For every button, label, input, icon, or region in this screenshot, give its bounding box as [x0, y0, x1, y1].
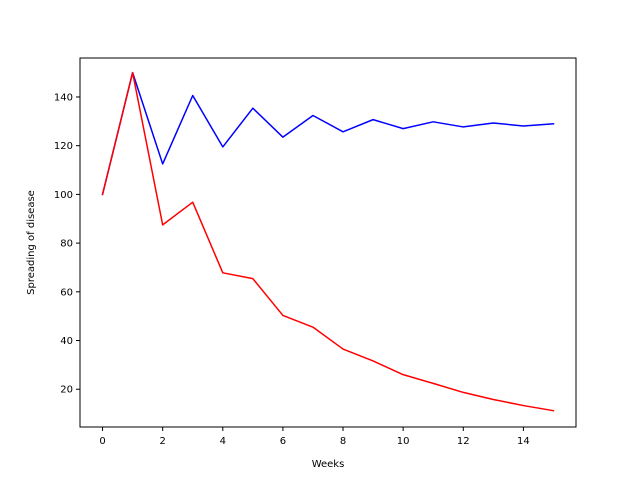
- x-tick-label: 0: [99, 436, 105, 447]
- x-tick-label: 8: [340, 436, 346, 447]
- plot-area: [80, 58, 576, 427]
- axes-layer: 0 2 4 6 8 10 12 14 20 40 60 80 100 120 140: [54, 92, 530, 447]
- y-tick-label: 40: [60, 336, 73, 347]
- x-tick-label: 4: [220, 436, 226, 447]
- series-layer: [101, 71, 555, 412]
- x-tick-label: 12: [457, 436, 470, 447]
- x-axis-label: Weeks: [312, 459, 345, 470]
- x-tick-label: 10: [397, 436, 410, 447]
- y-tick-label: 140: [54, 92, 73, 103]
- x-tick-label: 2: [159, 436, 165, 447]
- y-tick-label: 80: [60, 239, 73, 250]
- x-tick-label: 6: [280, 436, 286, 447]
- plot-frame: [79, 57, 577, 428]
- series-line-0: [101, 71, 555, 196]
- series-line-1: [101, 71, 555, 412]
- y-axis-label: Spreading of disease: [26, 190, 37, 295]
- y-tick-label: 20: [60, 385, 73, 396]
- y-tick-label: 100: [54, 190, 73, 201]
- y-tick-label: 120: [54, 141, 73, 152]
- y-tick-label: 60: [60, 287, 73, 298]
- x-tick-label: 14: [517, 436, 530, 447]
